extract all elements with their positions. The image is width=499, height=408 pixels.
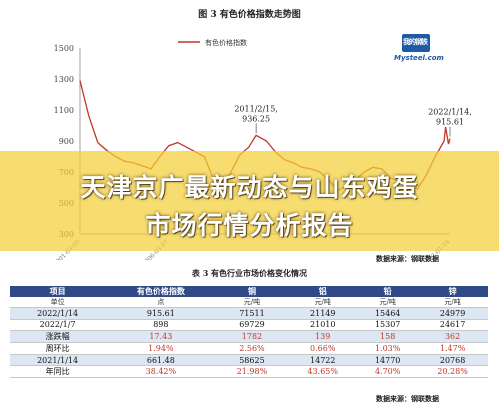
y-tick-label: 1100 <box>54 106 74 115</box>
table-cell: 362 <box>417 330 488 343</box>
table-row: 年同比 38.42% 21.98% 43.65% 4.70% 20.28% <box>10 365 488 379</box>
table-cell: 158 <box>358 330 418 343</box>
table-cell: 71511 <box>216 307 288 320</box>
table-row: 涨跌幅 17.43 1782 139 158 362 <box>10 330 488 343</box>
table-cell: 43.65% <box>287 365 359 379</box>
logo-en-text: Mysteel.com <box>394 54 444 62</box>
y-tick-label: 1300 <box>54 75 74 84</box>
table-cell: 14770 <box>358 354 418 367</box>
table-cell: 1.94% <box>105 342 217 355</box>
table-cell: 1.03% <box>358 342 418 355</box>
table-cell: 20768 <box>417 354 488 367</box>
table-cell: 周环比 <box>10 342 106 355</box>
table-header-row: 项目 有色价格指数 铜 铝 铅 锌 <box>10 286 488 297</box>
table-cell: 1782 <box>216 330 288 343</box>
table-cell: 915.61 <box>105 307 217 320</box>
table-cell: 15464 <box>358 307 418 320</box>
annotation-value: 936.25 <box>242 114 270 123</box>
y-tick-label: 900 <box>59 137 74 146</box>
table-cell: 24979 <box>417 307 488 320</box>
table-cell: 2022/1/7 <box>10 319 106 331</box>
table-cell: 元/吨 <box>287 297 359 309</box>
table-cell: 4.70% <box>358 365 418 379</box>
chart-annotations: 2011/2/15,936.25 2022/1/14,915.61 <box>234 104 472 137</box>
table-cell: 21.98% <box>216 365 288 379</box>
table-cell: 年同比 <box>10 365 106 379</box>
col-header: 铜 <box>216 286 288 297</box>
table-cell: 17.43 <box>105 330 217 343</box>
table-cell: 2022/1/14 <box>10 307 106 320</box>
table-cell: 14722 <box>287 354 359 367</box>
chart-source: 数据来源：钢联数据 <box>376 254 439 263</box>
table-cell: 2021/1/14 <box>10 354 106 367</box>
legend-label: 有色价格指数 <box>205 38 247 47</box>
table-row: 2021/1/14 661.48 58625 14722 14770 20768 <box>10 354 488 367</box>
table-cell: 21010 <box>287 319 359 331</box>
table-row: 2022/1/14 915.61 71511 21149 15464 24979 <box>10 307 488 320</box>
table-cell: 661.48 <box>105 354 217 367</box>
table-cell: 21149 <box>287 307 359 320</box>
col-header: 铝 <box>287 286 359 297</box>
headline-line-2: 市场行情分析报告 <box>145 211 354 240</box>
table-cell: 20.28% <box>417 365 488 379</box>
price-change-table: 项目 有色价格指数 铜 铝 铅 锌 单位 点 元/吨 元/吨 元/吨 元/吨 2… <box>10 286 488 379</box>
chart-legend: 有色价格指数 <box>178 38 247 47</box>
table-cell: 58625 <box>216 354 288 367</box>
logo-cn-text: 我的钢铁 <box>403 38 428 46</box>
table-cell: 元/吨 <box>358 297 418 309</box>
table-cell: 元/吨 <box>216 297 288 309</box>
table-cell: 元/吨 <box>417 297 488 309</box>
headline-banner: 天津京广最新动态与山东鸡蛋 市场行情分析报告 <box>0 151 499 251</box>
annotation-label: 2011/2/15, <box>234 104 278 113</box>
table-cell: 38.42% <box>105 365 217 379</box>
table-cell: 1.47% <box>417 342 488 355</box>
table-cell: 0.66% <box>287 342 359 355</box>
annotation-value: 915.61 <box>436 118 464 127</box>
table-row: 2022/1/7 898 69729 21010 15307 24617 <box>10 319 488 331</box>
col-header: 铅 <box>358 286 418 297</box>
table-cell: 单位 <box>10 297 106 309</box>
table-cell: 点 <box>105 297 217 309</box>
col-header: 项目 <box>10 286 106 297</box>
headline-line-1: 天津京广最新动态与山东鸡蛋 <box>80 173 419 202</box>
table-cell: 69729 <box>216 319 288 331</box>
figure-title: 图 3 有色价格指数走势图 <box>198 10 301 20</box>
table-cell: 898 <box>105 319 217 331</box>
annotation-label: 2022/1/14, <box>428 108 472 117</box>
table-unit-row: 单位 点 元/吨 元/吨 元/吨 元/吨 <box>10 297 488 309</box>
table-cell: 24617 <box>417 319 488 331</box>
col-header: 锌 <box>417 286 488 297</box>
table-cell: 2.56% <box>216 342 288 355</box>
table-cell: 139 <box>287 330 359 343</box>
table-cell: 15307 <box>358 319 418 331</box>
table-source: 数据来源：钢联数据 <box>376 394 439 403</box>
col-header: 有色价格指数 <box>105 286 217 297</box>
table-title: 表 3 有色行业市场价格变化情况 <box>191 268 308 278</box>
table-row: 周环比 1.94% 2.56% 0.66% 1.03% 1.47% <box>10 342 488 355</box>
y-tick-label: 1500 <box>54 44 74 53</box>
table-cell: 涨跌幅 <box>10 330 106 343</box>
mysteel-logo: 我的钢铁 Mysteel.com <box>392 34 444 64</box>
